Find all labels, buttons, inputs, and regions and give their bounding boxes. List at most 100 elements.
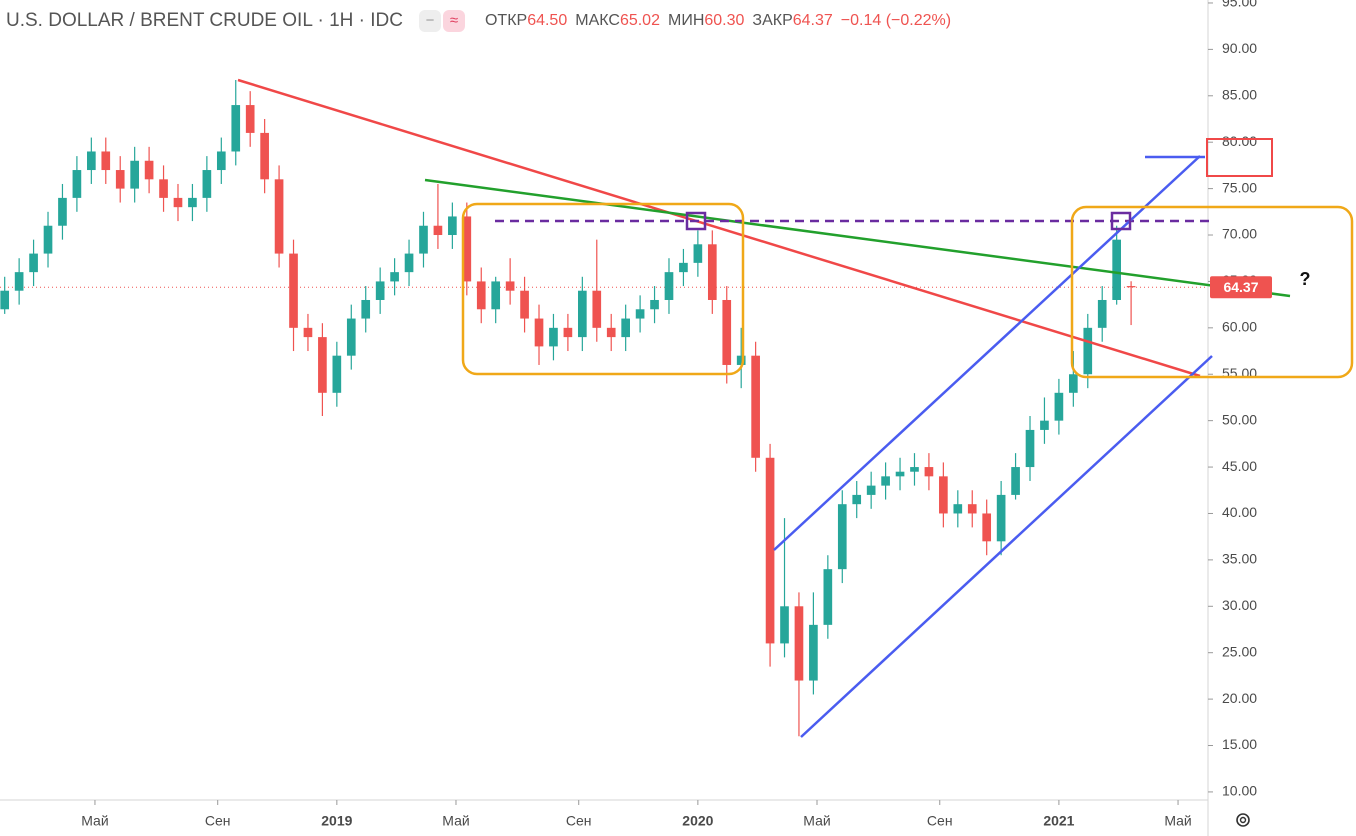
- x-tick-label: Май: [1164, 813, 1191, 829]
- candle-body: [809, 624, 818, 681]
- candle-body: [1025, 429, 1035, 468]
- y-tick-label: 35.00: [1222, 551, 1257, 567]
- x-tick-label: Сен: [927, 813, 953, 829]
- candle-body: [1083, 327, 1093, 375]
- y-tick-label: 20.00: [1222, 690, 1257, 706]
- y-tick-label: 15.00: [1222, 736, 1257, 752]
- y-tick-label: 50.00: [1222, 411, 1257, 427]
- range-box: [1070, 205, 1354, 379]
- candle-body: [635, 309, 645, 319]
- trend-line: [237, 78, 1201, 378]
- candle-body: [72, 170, 82, 198]
- candle-body: [780, 606, 789, 644]
- candle-body: [14, 272, 24, 291]
- candle-body: [448, 216, 457, 236]
- compare-button[interactable]: ≈: [442, 10, 465, 32]
- candle-body: [837, 504, 847, 570]
- candle-body: [852, 494, 862, 505]
- last-price-label: 64.37: [1223, 279, 1258, 295]
- candle-body: [679, 262, 688, 273]
- candle-body: [101, 151, 111, 171]
- gear-hub[interactable]: [1239, 816, 1247, 824]
- candle-body: [939, 476, 948, 514]
- candle-body: [1097, 299, 1107, 328]
- candle-body: [953, 504, 963, 514]
- candle-body: [751, 355, 760, 458]
- candle-body: [606, 327, 616, 338]
- y-tick-label: 90.00: [1222, 40, 1257, 56]
- candle-body: [982, 513, 992, 542]
- candle-body: [592, 290, 602, 328]
- candle-body: [967, 504, 977, 514]
- ohlc-value: 64.50: [527, 12, 568, 29]
- candle-body: [664, 272, 674, 300]
- candle-body: [1126, 286, 1136, 288]
- candle-body: [881, 476, 890, 486]
- candle-body: [1112, 239, 1121, 300]
- candle-body: [419, 225, 428, 254]
- chart-title: U.S. DOLLAR / BRENT CRUDE OIL · 1H · IDC: [6, 10, 403, 31]
- candle-body: [260, 132, 269, 180]
- candle-body: [1040, 420, 1049, 430]
- plot: [0, 80, 1208, 737]
- target-box: [1206, 138, 1273, 177]
- candle-body: [0, 290, 10, 310]
- x-tick-label: Май: [81, 813, 108, 829]
- candle-body: [924, 467, 934, 477]
- settings-icon[interactable]: [1236, 813, 1250, 827]
- ohlc-label: МАКС: [575, 12, 620, 29]
- candle-body: [58, 197, 67, 226]
- ohlc-value: 60.30: [704, 12, 745, 29]
- candle-body: [563, 327, 573, 338]
- hide-button[interactable]: −: [418, 10, 441, 32]
- candle-body: [404, 253, 414, 273]
- candle-body: [462, 216, 472, 282]
- ohlc-label: ЗАКР: [752, 12, 793, 29]
- candle-body: [231, 105, 241, 152]
- candle-body: [505, 281, 515, 291]
- trend-line: [424, 178, 1291, 298]
- candle-body: [274, 179, 284, 254]
- x-tick-label: 2020: [682, 813, 713, 829]
- candle-body: [87, 151, 96, 171]
- candle-body: [115, 170, 125, 189]
- y-tick-label: 30.00: [1222, 597, 1257, 613]
- candle-body: [1069, 374, 1078, 393]
- y-tick-label: 70.00: [1222, 226, 1257, 242]
- candle-body: [361, 299, 371, 319]
- candle-body: [202, 170, 212, 198]
- candle-body: [332, 355, 342, 393]
- y-tick-label: 40.00: [1222, 504, 1257, 520]
- drawings: [237, 78, 1354, 738]
- candle-body: [895, 471, 905, 477]
- candle-body: [346, 318, 356, 356]
- gear[interactable]: [1236, 813, 1250, 827]
- candle-body: [476, 281, 486, 310]
- marker-box: [685, 211, 707, 231]
- candle-body: [173, 197, 183, 208]
- candle-body: [1011, 467, 1020, 495]
- marker-box: [1110, 211, 1132, 231]
- candle-body: [289, 253, 298, 328]
- candle-body: [130, 160, 139, 189]
- candle-body: [144, 160, 154, 180]
- candle-body: [188, 197, 197, 208]
- ohlc-label: ОТКР: [484, 12, 528, 29]
- candle-body: [318, 337, 327, 393]
- candle-body: [303, 327, 313, 338]
- y-tick-label: 95.00: [1222, 0, 1257, 10]
- candle-body: [578, 290, 587, 338]
- candle-body: [375, 281, 385, 300]
- x-tick-label: Май: [803, 813, 830, 829]
- x-tick-label: Май: [442, 813, 469, 829]
- candle-body: [707, 244, 717, 300]
- candle-body: [794, 606, 804, 681]
- legend-header: U.S. DOLLAR / BRENT CRUDE OIL · 1H · IDC…: [6, 8, 952, 34]
- candle-body: [520, 290, 529, 319]
- candle-body: [693, 244, 703, 263]
- y-tick-label: 25.00: [1222, 643, 1257, 659]
- candle-body: [910, 467, 919, 472]
- range-box: [461, 202, 745, 376]
- candle-body: [43, 225, 53, 254]
- x-tick-label: 2019: [321, 813, 352, 829]
